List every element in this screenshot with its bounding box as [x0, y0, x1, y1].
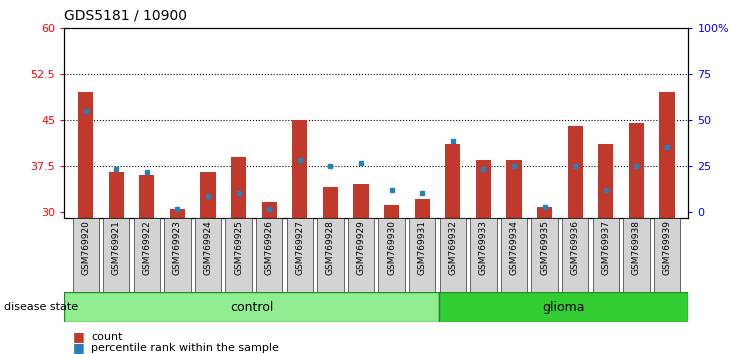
Bar — [415, 199, 430, 218]
FancyBboxPatch shape — [226, 218, 252, 292]
Text: GSM769938: GSM769938 — [632, 220, 641, 275]
FancyBboxPatch shape — [256, 218, 283, 292]
Bar — [567, 126, 583, 218]
Text: GSM769926: GSM769926 — [265, 220, 274, 275]
Bar — [139, 175, 155, 218]
FancyBboxPatch shape — [439, 292, 688, 322]
Text: control: control — [230, 301, 273, 314]
Text: GSM769924: GSM769924 — [204, 220, 212, 275]
Text: GSM769928: GSM769928 — [326, 220, 335, 275]
FancyBboxPatch shape — [378, 218, 404, 292]
FancyBboxPatch shape — [439, 218, 466, 292]
Text: GSM769923: GSM769923 — [173, 220, 182, 275]
Bar — [353, 184, 369, 218]
Text: GSM769921: GSM769921 — [112, 220, 120, 275]
Bar — [629, 123, 644, 218]
Text: glioma: glioma — [542, 301, 585, 314]
FancyBboxPatch shape — [531, 218, 558, 292]
Bar — [231, 156, 246, 218]
Text: GSM769925: GSM769925 — [234, 220, 243, 275]
Bar — [109, 172, 124, 218]
Text: ■: ■ — [73, 331, 85, 343]
Bar — [384, 205, 399, 218]
FancyBboxPatch shape — [103, 218, 129, 292]
FancyBboxPatch shape — [64, 292, 439, 322]
FancyBboxPatch shape — [195, 218, 221, 292]
FancyBboxPatch shape — [623, 218, 650, 292]
Text: GSM769931: GSM769931 — [418, 220, 427, 275]
Bar — [292, 120, 307, 218]
Text: GSM769937: GSM769937 — [602, 220, 610, 275]
Bar — [507, 160, 522, 218]
Text: GSM769936: GSM769936 — [571, 220, 580, 275]
Text: GSM769922: GSM769922 — [142, 220, 151, 275]
FancyBboxPatch shape — [72, 218, 99, 292]
Text: GDS5181 / 10900: GDS5181 / 10900 — [64, 9, 187, 23]
FancyBboxPatch shape — [287, 218, 313, 292]
Bar — [323, 187, 338, 218]
Bar — [445, 144, 461, 218]
FancyBboxPatch shape — [409, 218, 435, 292]
Bar — [537, 207, 552, 218]
Text: ■: ■ — [73, 341, 85, 354]
Bar — [261, 202, 277, 218]
Text: count: count — [91, 332, 123, 342]
Text: disease state: disease state — [4, 302, 78, 312]
FancyBboxPatch shape — [593, 218, 619, 292]
Text: GSM769933: GSM769933 — [479, 220, 488, 275]
FancyBboxPatch shape — [134, 218, 160, 292]
Text: percentile rank within the sample: percentile rank within the sample — [91, 343, 279, 353]
FancyBboxPatch shape — [654, 218, 680, 292]
Bar — [476, 160, 491, 218]
Bar — [659, 92, 675, 218]
Bar — [598, 144, 613, 218]
Text: GSM769920: GSM769920 — [81, 220, 91, 275]
Text: GSM769934: GSM769934 — [510, 220, 518, 275]
Bar — [78, 92, 93, 218]
FancyBboxPatch shape — [318, 218, 344, 292]
Bar — [201, 172, 215, 218]
FancyBboxPatch shape — [348, 218, 374, 292]
FancyBboxPatch shape — [164, 218, 191, 292]
FancyBboxPatch shape — [562, 218, 588, 292]
FancyBboxPatch shape — [501, 218, 527, 292]
Text: GSM769927: GSM769927 — [296, 220, 304, 275]
FancyBboxPatch shape — [470, 218, 496, 292]
Bar — [170, 209, 185, 218]
Text: GSM769939: GSM769939 — [662, 220, 672, 275]
Text: GSM769930: GSM769930 — [387, 220, 396, 275]
Text: GSM769929: GSM769929 — [356, 220, 366, 275]
Text: GSM769932: GSM769932 — [448, 220, 457, 275]
Text: GSM769935: GSM769935 — [540, 220, 549, 275]
